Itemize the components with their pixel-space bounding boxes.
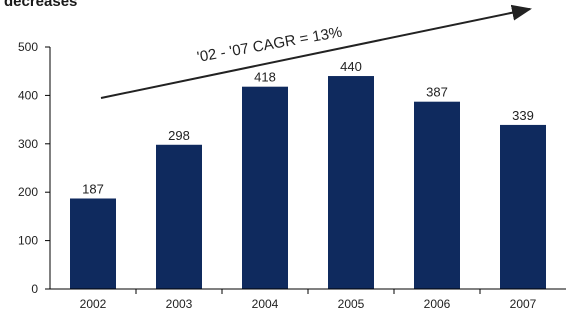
bar — [500, 124, 546, 289]
y-tick-label: 100 — [18, 234, 38, 248]
cagr-annotation: '02 - '07 CAGR = 13% — [196, 24, 344, 66]
x-tick-label: 2007 — [510, 297, 537, 311]
y-tick-label: 400 — [18, 88, 38, 102]
axis-layer: 0 100 200 300 400 500 2002 2003 2004 2005 2006 2007 — [18, 40, 566, 311]
data-label: 187 — [82, 181, 104, 196]
x-tick-label: 2002 — [80, 297, 107, 311]
x-tick-label: 2006 — [424, 297, 451, 311]
cagr-arrow — [100, 4, 532, 99]
bar — [414, 101, 460, 289]
bar — [156, 144, 202, 289]
x-tick-label: 2004 — [252, 297, 279, 311]
x-tick-label: 2005 — [338, 297, 365, 311]
y-tick-label: 500 — [18, 40, 38, 54]
heading-fragment: decreases — [4, 0, 78, 10]
bars-layer: 187 298 418 440 387 339 — [70, 59, 546, 289]
bar — [70, 198, 116, 289]
data-label: 387 — [426, 85, 448, 100]
data-label: 440 — [340, 59, 362, 74]
data-label: 339 — [512, 108, 534, 123]
bar — [242, 86, 288, 289]
y-tick-label: 0 — [31, 282, 38, 296]
x-tick-label: 2003 — [166, 297, 193, 311]
y-tick-label: 300 — [18, 137, 38, 151]
bar — [328, 76, 374, 289]
data-label: 298 — [168, 128, 190, 143]
data-label: 418 — [254, 70, 276, 85]
y-tick-label: 200 — [18, 185, 38, 199]
